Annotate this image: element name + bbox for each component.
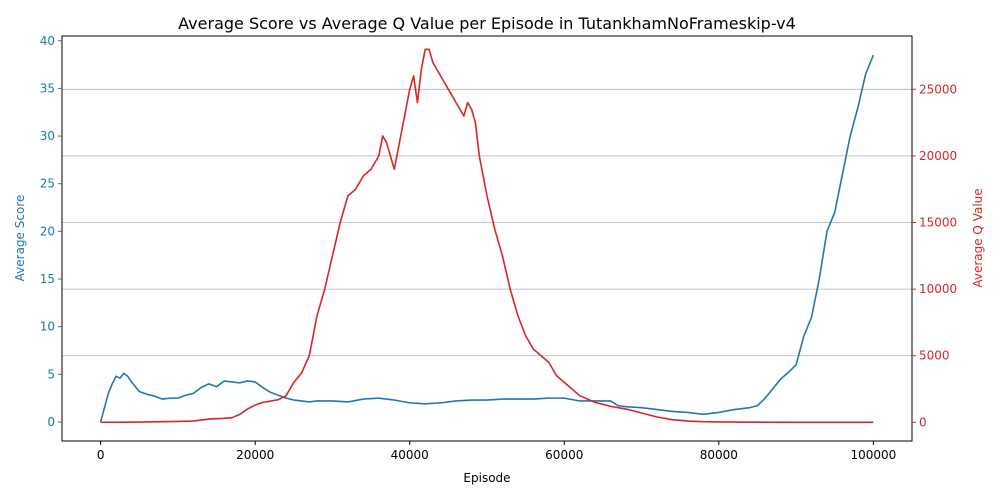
x-tick-label: 0 xyxy=(97,448,105,462)
y-left-tick-label: 20 xyxy=(40,224,55,238)
average-score-line xyxy=(99,54,875,423)
plot-frame xyxy=(61,35,913,442)
y-right-tick-label: 10000 xyxy=(919,282,957,296)
y-axis-left-label: Average Score xyxy=(13,195,27,282)
x-tick-label: 40000 xyxy=(391,448,429,462)
x-axis-label: Episode xyxy=(463,471,510,485)
x-axis: 0 20000 40000 60000 80000 100000 xyxy=(97,441,896,462)
y-left-tick-label: 5 xyxy=(47,367,55,381)
y-left-tick-label: 0 xyxy=(47,415,55,429)
y-left-tick-label: 10 xyxy=(40,320,55,334)
x-tick-label: 100000 xyxy=(850,448,896,462)
y-left-tick-label: 35 xyxy=(40,81,55,95)
y-left-tick-label: 30 xyxy=(40,129,55,143)
chart-title: Average Score vs Average Q Value per Epi… xyxy=(178,14,796,33)
x-tick-label: 80000 xyxy=(700,448,738,462)
y-right-tick-label: 5000 xyxy=(919,349,950,363)
grid-lines xyxy=(62,88,912,357)
y-right-tick-label: 15000 xyxy=(919,216,957,230)
x-tick-label: 20000 xyxy=(236,448,274,462)
y-left-tick-label: 40 xyxy=(40,34,55,48)
y-right-tick-label: 20000 xyxy=(919,149,957,163)
y-axis-right: 0 5000 10000 15000 20000 25000 xyxy=(912,82,957,429)
y-left-tick-label: 15 xyxy=(40,272,55,286)
y-axis-left: 0 5 10 15 20 25 30 35 40 xyxy=(40,34,62,429)
y-right-tick-label: 25000 xyxy=(919,82,957,96)
y-axis-right-label: Average Q Value xyxy=(971,188,985,287)
average-q-value-line xyxy=(100,48,874,424)
y-left-tick-label: 25 xyxy=(40,177,55,191)
y-right-tick-label: 0 xyxy=(919,415,927,429)
series-layer xyxy=(99,48,875,424)
x-tick-label: 60000 xyxy=(545,448,583,462)
